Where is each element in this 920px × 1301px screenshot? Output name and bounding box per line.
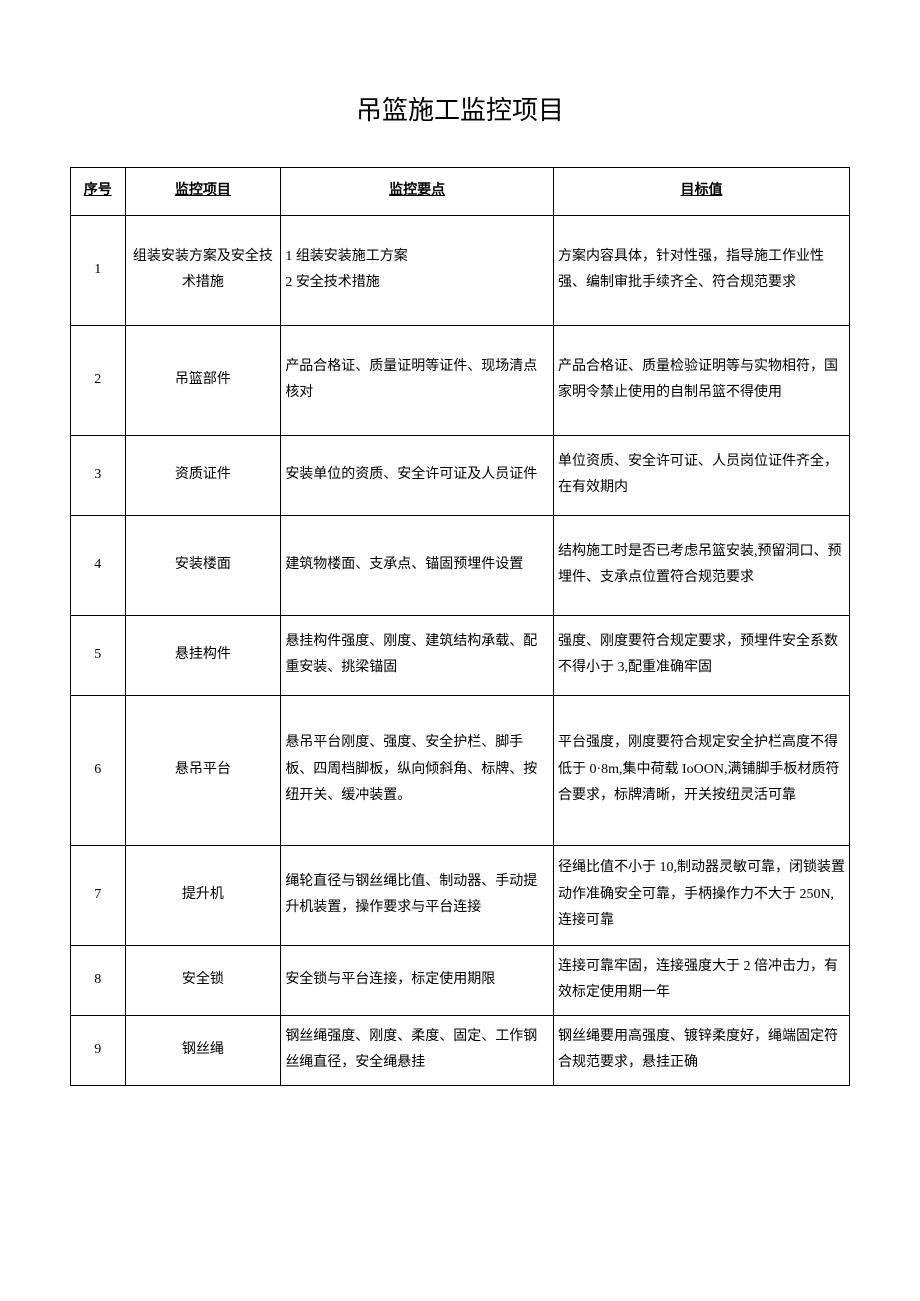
cell-seq: 7 [71, 845, 126, 945]
table-row: 1 组装安装方案及安全技术措施 1 组装安装施工方案2 安全技术措施 方案内容具… [71, 215, 850, 325]
cell-target: 强度、刚度要符合规定要求，预埋件安全系数不得小于 3,配重准确牢固 [553, 615, 849, 695]
table-row: 5 悬挂构件 悬挂构件强度、刚度、建筑结构承载、配重安装、挑梁锚固 强度、刚度要… [71, 615, 850, 695]
table-row: 2 吊篮部件 产品合格证、质量证明等证件、现场清点核对 产品合格证、质量检验证明… [71, 325, 850, 435]
table-row: 9 钢丝绳 钢丝绳强度、刚度、柔度、固定、工作钢丝绳直径，安全绳悬挂 钢丝绳要用… [71, 1015, 850, 1085]
cell-seq: 9 [71, 1015, 126, 1085]
cell-item: 资质证件 [125, 435, 281, 515]
cell-point: 产品合格证、质量证明等证件、现场清点核对 [281, 325, 554, 435]
table-row: 8 安全锁 安全锁与平台连接，标定使用期限 连接可靠牢固，连接强度大于 2 倍冲… [71, 945, 850, 1015]
header-target: 目标值 [553, 168, 849, 216]
cell-seq: 5 [71, 615, 126, 695]
cell-seq: 2 [71, 325, 126, 435]
cell-item: 悬吊平台 [125, 695, 281, 845]
table-row: 3 资质证件 安装单位的资质、安全许可证及人员证件 单位资质、安全许可证、人员岗… [71, 435, 850, 515]
cell-point: 钢丝绳强度、刚度、柔度、固定、工作钢丝绳直径，安全绳悬挂 [281, 1015, 554, 1085]
header-item: 监控项目 [125, 168, 281, 216]
cell-seq: 6 [71, 695, 126, 845]
table-header-row: 序号 监控项目 监控要点 目标值 [71, 168, 850, 216]
page-title: 吊篮施工监控项目 [70, 90, 850, 127]
cell-item: 安装楼面 [125, 515, 281, 615]
cell-target: 连接可靠牢固，连接强度大于 2 倍冲击力，有效标定使用期一年 [553, 945, 849, 1015]
cell-seq: 3 [71, 435, 126, 515]
cell-point: 悬吊平台刚度、强度、安全护栏、脚手板、四周档脚板，纵向倾斜角、标牌、按纽开关、缓… [281, 695, 554, 845]
table-row: 4 安装楼面 建筑物楼面、支承点、锚固预埋件设置 结构施工时是否已考虑吊篮安装,… [71, 515, 850, 615]
cell-target: 产品合格证、质量检验证明等与实物相符，国家明令禁止使用的自制吊篮不得使用 [553, 325, 849, 435]
cell-point: 1 组装安装施工方案2 安全技术措施 [281, 215, 554, 325]
cell-item: 钢丝绳 [125, 1015, 281, 1085]
cell-seq: 4 [71, 515, 126, 615]
cell-point: 悬挂构件强度、刚度、建筑结构承载、配重安装、挑梁锚固 [281, 615, 554, 695]
cell-target: 平台强度，刚度要符合规定安全护栏高度不得低于 0·8m,集中荷载 IoOON,满… [553, 695, 849, 845]
cell-seq: 8 [71, 945, 126, 1015]
cell-item: 组装安装方案及安全技术措施 [125, 215, 281, 325]
cell-point: 安全锁与平台连接，标定使用期限 [281, 945, 554, 1015]
table-row: 6 悬吊平台 悬吊平台刚度、强度、安全护栏、脚手板、四周档脚板，纵向倾斜角、标牌… [71, 695, 850, 845]
monitoring-table: 序号 监控项目 监控要点 目标值 1 组装安装方案及安全技术措施 1 组装安装施… [70, 167, 850, 1086]
cell-target: 单位资质、安全许可证、人员岗位证件齐全，在有效期内 [553, 435, 849, 515]
cell-target: 钢丝绳要用高强度、镀锌柔度好，绳端固定符合规范要求，悬挂正确 [553, 1015, 849, 1085]
cell-target: 结构施工时是否已考虑吊篮安装,预留洞口、预埋件、支承点位置符合规范要求 [553, 515, 849, 615]
cell-seq: 1 [71, 215, 126, 325]
cell-item: 悬挂构件 [125, 615, 281, 695]
header-point: 监控要点 [281, 168, 554, 216]
table-row: 7 提升机 绳轮直径与钢丝绳比值、制动器、手动提升机装置，操作要求与平台连接 径… [71, 845, 850, 945]
cell-point: 绳轮直径与钢丝绳比值、制动器、手动提升机装置，操作要求与平台连接 [281, 845, 554, 945]
cell-target: 方案内容具体，针对性强，指导施工作业性强、编制审批手续齐全、符合规范要求 [553, 215, 849, 325]
cell-item: 提升机 [125, 845, 281, 945]
cell-item: 安全锁 [125, 945, 281, 1015]
header-seq: 序号 [71, 168, 126, 216]
cell-point: 建筑物楼面、支承点、锚固预埋件设置 [281, 515, 554, 615]
cell-target: 径绳比值不小于 10,制动器灵敏可靠，闭锁装置动作准确安全可靠，手柄操作力不大于… [553, 845, 849, 945]
table-body: 1 组装安装方案及安全技术措施 1 组装安装施工方案2 安全技术措施 方案内容具… [71, 215, 850, 1085]
cell-item: 吊篮部件 [125, 325, 281, 435]
cell-point: 安装单位的资质、安全许可证及人员证件 [281, 435, 554, 515]
